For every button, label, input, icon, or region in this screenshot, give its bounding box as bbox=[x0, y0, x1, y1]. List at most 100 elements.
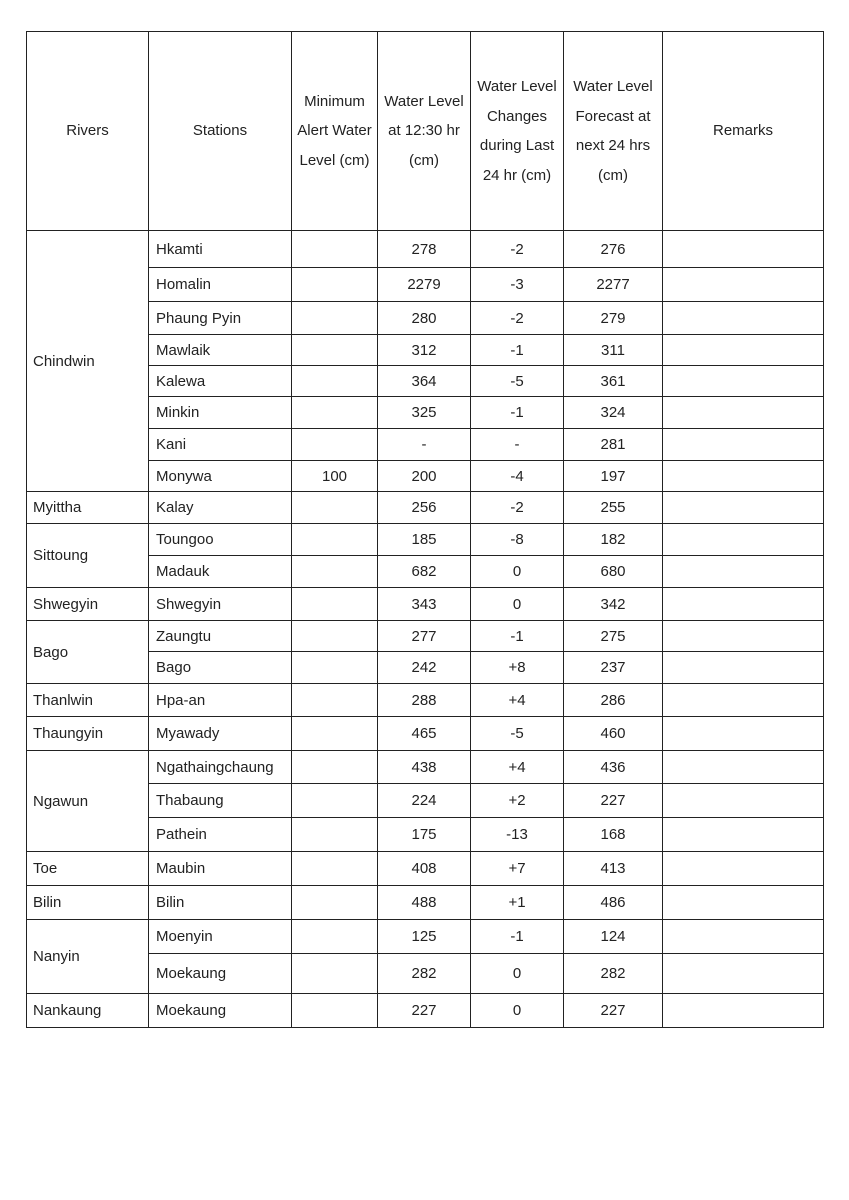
forecast-cell: 282 bbox=[563, 953, 663, 994]
remarks-cell bbox=[662, 523, 824, 556]
station-cell: Bago bbox=[148, 651, 292, 684]
station-cell: Monywa bbox=[148, 460, 292, 492]
forecast-cell: 286 bbox=[563, 683, 663, 717]
table-row: Thanlwin Hpa-an 288 +4 286 bbox=[26, 683, 824, 717]
change-cell: +1 bbox=[470, 885, 564, 920]
table-row: Bago Zaungtu 277 -1 275 bbox=[26, 620, 824, 684]
alert-cell bbox=[291, 620, 378, 652]
remarks-cell bbox=[662, 428, 824, 461]
forecast-cell: 255 bbox=[563, 491, 663, 524]
change-cell: 0 bbox=[470, 555, 564, 588]
alert-cell bbox=[291, 428, 378, 461]
station-cell: Toungoo bbox=[148, 523, 292, 556]
level-cell: 2279 bbox=[377, 267, 471, 302]
level-cell: 343 bbox=[377, 587, 471, 621]
alert-cell bbox=[291, 365, 378, 397]
level-cell: 242 bbox=[377, 651, 471, 684]
station-cell: Kalewa bbox=[148, 365, 292, 397]
station-cell: Moekaung bbox=[148, 953, 292, 994]
remarks-cell bbox=[662, 651, 824, 684]
change-cell: - bbox=[470, 428, 564, 461]
station-cell: Kalay bbox=[148, 491, 292, 524]
header-stations: Stations bbox=[148, 31, 292, 231]
table-body: Chindwin Hkamti 278 -2 276 Homalin 2279 -3 2277 P… bbox=[26, 230, 824, 1028]
level-cell: 312 bbox=[377, 334, 471, 366]
water-level-table: Rivers Stations Minimum Alert Water Leve… bbox=[26, 31, 824, 1028]
remarks-cell bbox=[662, 750, 824, 784]
forecast-cell: 486 bbox=[563, 885, 663, 920]
header-forecast: Water Level Forecast at next 24 hrs (cm) bbox=[563, 31, 663, 231]
station-cell: Thabaung bbox=[148, 783, 292, 818]
header-water-level: Water Level at 12:30 hr (cm) bbox=[377, 31, 471, 231]
remarks-cell bbox=[662, 491, 824, 524]
river-cell: Myittha bbox=[26, 491, 149, 524]
remarks-cell bbox=[662, 460, 824, 492]
river-cell: Chindwin bbox=[26, 230, 149, 492]
remarks-cell bbox=[662, 230, 824, 268]
forecast-cell: 237 bbox=[563, 651, 663, 684]
change-cell: -2 bbox=[470, 301, 564, 335]
table-row: Shwegyin Shwegyin 343 0 342 bbox=[26, 587, 824, 621]
level-cell: 185 bbox=[377, 523, 471, 556]
alert-cell bbox=[291, 783, 378, 818]
level-cell: 364 bbox=[377, 365, 471, 397]
remarks-cell bbox=[662, 993, 824, 1028]
table-row: Kani - -281 bbox=[27, 428, 824, 461]
level-cell: 278 bbox=[377, 230, 471, 268]
alert-cell bbox=[291, 334, 378, 366]
remarks-cell bbox=[662, 919, 824, 954]
remarks-cell bbox=[662, 716, 824, 751]
level-cell: 682 bbox=[377, 555, 471, 588]
level-cell: 280 bbox=[377, 301, 471, 335]
forecast-cell: 279 bbox=[563, 301, 663, 335]
table-row: Bilin Bilin 488 +1 486 bbox=[26, 885, 824, 920]
level-cell: 325 bbox=[377, 396, 471, 429]
forecast-cell: 361 bbox=[563, 365, 663, 397]
table-row: Monywa 100 200 -4 197 bbox=[27, 460, 824, 492]
river-cell: Toe bbox=[26, 851, 149, 886]
forecast-cell: 168 bbox=[563, 817, 663, 852]
station-cell: Pathein bbox=[148, 817, 292, 852]
change-cell: -2 bbox=[470, 230, 564, 268]
table-row: Bago 242 +8 237 bbox=[27, 651, 824, 684]
station-cell: Ngathaingchaung bbox=[148, 750, 292, 784]
table-row: Nankaung Moekaung 227 0 227 bbox=[26, 993, 824, 1028]
remarks-cell bbox=[662, 783, 824, 818]
change-cell: +4 bbox=[470, 683, 564, 717]
alert-cell bbox=[291, 491, 378, 524]
level-cell: 288 bbox=[377, 683, 471, 717]
alert-cell bbox=[291, 396, 378, 429]
level-cell: 175 bbox=[377, 817, 471, 852]
river-cell: Nankaung bbox=[26, 993, 149, 1028]
level-cell: 277 bbox=[377, 620, 471, 652]
forecast-cell: 275 bbox=[563, 620, 663, 652]
alert-cell bbox=[291, 716, 378, 751]
forecast-cell: 311 bbox=[563, 334, 663, 366]
change-cell: +8 bbox=[470, 651, 564, 684]
river-cell: Shwegyin bbox=[26, 587, 149, 621]
change-cell: +2 bbox=[470, 783, 564, 818]
alert-cell: 100 bbox=[291, 460, 378, 492]
station-cell: Kani bbox=[148, 428, 292, 461]
station-cell: Shwegyin bbox=[148, 587, 292, 621]
station-cell: Hkamti bbox=[148, 230, 292, 268]
station-cell: Maubin bbox=[148, 851, 292, 886]
change-cell: -1 bbox=[470, 620, 564, 652]
table-row: Ngawun Ngathaingchaung 438 +4 436 bbox=[26, 750, 824, 852]
change-cell: -5 bbox=[470, 365, 564, 397]
change-cell: -1 bbox=[470, 919, 564, 954]
station-cell: Mawlaik bbox=[148, 334, 292, 366]
forecast-cell: 182 bbox=[563, 523, 663, 556]
table-row: Toe Maubin 408 +7 413 bbox=[26, 851, 824, 886]
forecast-cell: 460 bbox=[563, 716, 663, 751]
change-cell: -13 bbox=[470, 817, 564, 852]
change-cell: -3 bbox=[470, 267, 564, 302]
table-row: Chindwin Hkamti 278 -2 276 bbox=[26, 230, 824, 492]
level-cell: 488 bbox=[377, 885, 471, 920]
forecast-cell: 227 bbox=[563, 783, 663, 818]
alert-cell bbox=[291, 587, 378, 621]
change-cell: 0 bbox=[470, 993, 564, 1028]
change-cell: 0 bbox=[470, 587, 564, 621]
station-cell: Myawady bbox=[148, 716, 292, 751]
header-rivers: Rivers bbox=[26, 31, 149, 231]
